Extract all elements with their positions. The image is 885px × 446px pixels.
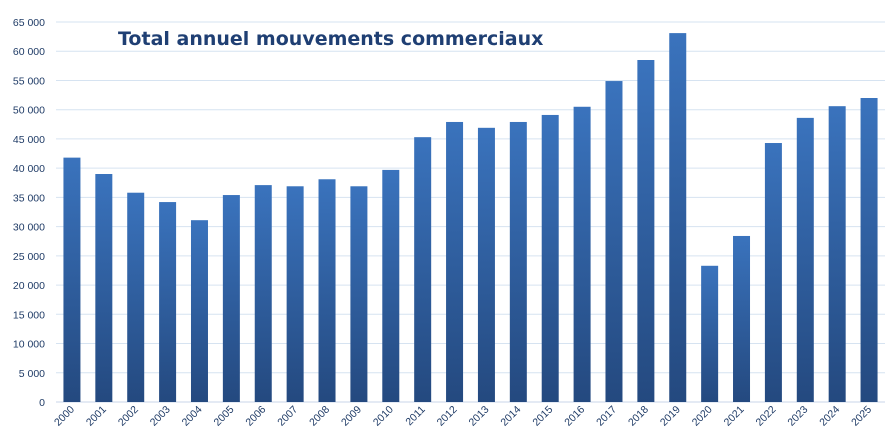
x-tick-label: 2001 (84, 404, 109, 429)
x-tick-label: 2009 (339, 404, 364, 429)
y-tick-label: 20 000 (13, 280, 45, 292)
y-tick-label: 10 000 (13, 339, 45, 351)
bar-2024 (828, 106, 846, 402)
y-tick-label: 0 (39, 397, 45, 409)
bar-2012 (446, 121, 464, 402)
bar-2013 (477, 127, 495, 403)
x-tick-label: 2012 (435, 404, 460, 429)
bar-2019 (669, 33, 687, 402)
x-tick-label: 2002 (116, 404, 141, 429)
x-tick-label: 2025 (849, 404, 874, 429)
x-tick-label: 2007 (275, 404, 300, 429)
bar-2001 (95, 174, 113, 402)
bar-2014 (509, 121, 527, 402)
y-tick-label: 40 000 (13, 163, 45, 175)
x-tick-label: 2023 (785, 404, 810, 429)
x-tick-label: 2022 (754, 404, 779, 429)
y-tick-label: 30 000 (13, 222, 45, 234)
x-tick-label: 2006 (243, 404, 268, 429)
bar-2015 (541, 114, 559, 402)
bar-2009 (350, 186, 368, 402)
bar-2022 (764, 143, 782, 402)
bar-2003 (159, 202, 177, 402)
bar-2002 (127, 192, 145, 402)
y-tick-label: 55 000 (13, 75, 45, 87)
bar-2020 (701, 265, 719, 402)
bar-2000 (63, 157, 81, 402)
x-tick-label: 2010 (371, 404, 396, 429)
x-tick-label: 2011 (403, 404, 428, 429)
y-tick-label: 25 000 (13, 251, 45, 263)
y-tick-label: 5 000 (19, 368, 45, 380)
x-tick-label: 2020 (690, 404, 715, 429)
x-tick-label: 2005 (211, 404, 236, 429)
bar-2005 (222, 195, 240, 402)
bar-2018 (637, 60, 655, 402)
x-tick-label: 2013 (467, 404, 492, 429)
x-tick-label: 2000 (52, 404, 77, 429)
y-tick-label: 50 000 (13, 105, 45, 117)
bar-2025 (860, 98, 878, 402)
y-tick-label: 35 000 (13, 192, 45, 204)
x-tick-label: 2019 (658, 404, 683, 429)
x-tick-label: 2014 (498, 404, 523, 429)
bar-2006 (254, 185, 272, 402)
x-tick-label: 2018 (626, 404, 651, 429)
bar-2016 (573, 106, 591, 403)
y-tick-label: 60 000 (13, 46, 45, 58)
x-tick-label: 2021 (722, 404, 747, 429)
bar-2023 (796, 117, 814, 402)
chart-title: Total annuel mouvements commerciaux (118, 28, 543, 50)
bar-2017 (605, 81, 623, 403)
bar-2004 (190, 220, 208, 402)
bar-2021 (733, 235, 751, 402)
x-tick-label: 2016 (562, 404, 587, 429)
x-tick-label: 2003 (148, 404, 173, 429)
bar-2007 (286, 186, 304, 402)
x-tick-label: 2004 (180, 404, 205, 429)
bar-2010 (382, 169, 400, 402)
x-tick-label: 2008 (307, 404, 332, 429)
x-tick-label: 2015 (530, 404, 555, 429)
y-tick-label: 45 000 (13, 134, 45, 146)
x-tick-label: 2024 (817, 404, 842, 429)
bar-2011 (414, 137, 432, 402)
x-tick-label: 2017 (594, 404, 619, 429)
y-tick-label: 15 000 (13, 309, 45, 321)
bar-2008 (318, 179, 336, 402)
y-tick-label: 65 000 (13, 17, 45, 29)
